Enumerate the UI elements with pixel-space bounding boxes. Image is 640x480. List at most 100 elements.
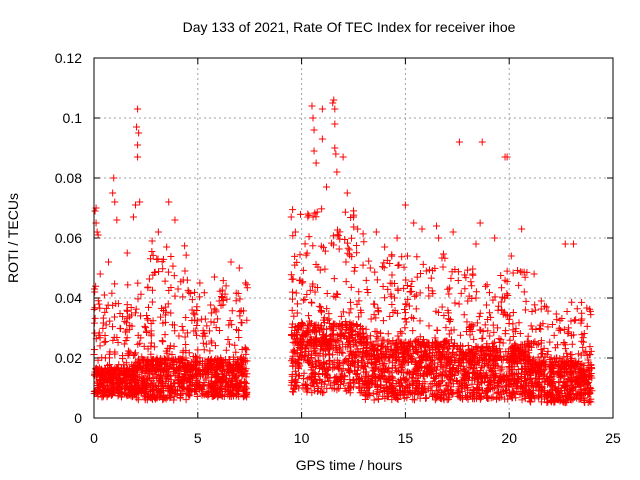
data-point [552, 385, 560, 393]
data-point [148, 247, 156, 255]
data-point [348, 234, 356, 242]
data-point [95, 381, 103, 389]
data-point [487, 377, 495, 385]
data-point [420, 340, 428, 348]
data-point [212, 370, 220, 378]
data-point [463, 318, 471, 326]
data-point [520, 268, 528, 276]
data-point [561, 341, 569, 349]
data-point [454, 268, 462, 276]
data-point [227, 258, 235, 266]
data-point [166, 382, 174, 390]
data-point [344, 244, 352, 252]
data-point [566, 369, 574, 377]
data-point [212, 306, 220, 314]
data-point [503, 312, 511, 320]
data-point [581, 386, 589, 394]
data-point [572, 390, 580, 398]
data-point [587, 385, 595, 393]
data-point [145, 368, 153, 376]
data-point [409, 371, 417, 379]
data-point [470, 346, 478, 354]
data-point [366, 332, 374, 340]
data-point [178, 387, 186, 395]
data-point [293, 358, 301, 366]
data-point [211, 385, 219, 393]
data-point [459, 355, 467, 363]
data-point [577, 386, 585, 394]
data-point [518, 225, 526, 233]
data-point [541, 353, 549, 361]
data-point [553, 395, 561, 403]
data-point [98, 354, 106, 362]
data-point [370, 396, 378, 404]
data-point [143, 375, 151, 383]
data-point [374, 395, 382, 403]
data-point [222, 282, 230, 290]
data-point [289, 275, 297, 283]
data-point [478, 362, 486, 370]
data-point [557, 371, 565, 379]
data-point [159, 366, 167, 374]
data-point [310, 363, 318, 371]
data-point [477, 364, 485, 372]
data-point [179, 379, 187, 387]
data-point [460, 311, 468, 319]
data-point [399, 374, 407, 382]
data-point [470, 335, 478, 343]
data-point [415, 354, 423, 362]
data-point [342, 343, 350, 351]
data-point [408, 287, 416, 295]
data-point [335, 245, 343, 253]
data-point [156, 388, 164, 396]
data-point [445, 330, 453, 338]
data-point [401, 324, 409, 332]
data-point [512, 325, 520, 333]
data-point [511, 380, 519, 388]
data-point [227, 376, 235, 384]
data-point [221, 374, 229, 382]
data-point [114, 338, 122, 346]
data-point [567, 317, 575, 325]
data-point [132, 375, 140, 383]
data-point [388, 345, 396, 353]
data-point [127, 392, 135, 400]
data-point [312, 159, 320, 167]
data-point [224, 368, 232, 376]
data-point [460, 366, 468, 374]
data-point [422, 394, 430, 402]
data-point [472, 288, 480, 296]
data-point [578, 337, 586, 345]
data-point [102, 321, 110, 329]
data-point [330, 275, 338, 283]
data-point [464, 386, 472, 394]
data-point [299, 266, 307, 274]
data-point [416, 394, 424, 402]
data-point [494, 324, 502, 332]
data-point [162, 395, 170, 403]
data-point [499, 356, 507, 364]
data-point [121, 317, 129, 325]
data-point [531, 306, 539, 314]
data-point [102, 368, 110, 376]
data-point [506, 377, 514, 385]
data-point [363, 339, 371, 347]
data-point [171, 369, 179, 377]
data-point [341, 208, 349, 216]
data-point [207, 388, 215, 396]
data-point [394, 332, 402, 340]
data-point [326, 337, 334, 345]
data-point [483, 343, 491, 351]
data-point [476, 392, 484, 400]
data-point [91, 365, 99, 373]
data-point [561, 240, 569, 248]
data-point [386, 312, 394, 320]
data-point [469, 265, 477, 273]
data-point [117, 325, 125, 333]
data-point [229, 372, 237, 380]
data-point [201, 315, 209, 323]
data-point [338, 320, 346, 328]
data-point [495, 335, 503, 343]
data-point [456, 331, 464, 339]
data-point [398, 253, 406, 261]
